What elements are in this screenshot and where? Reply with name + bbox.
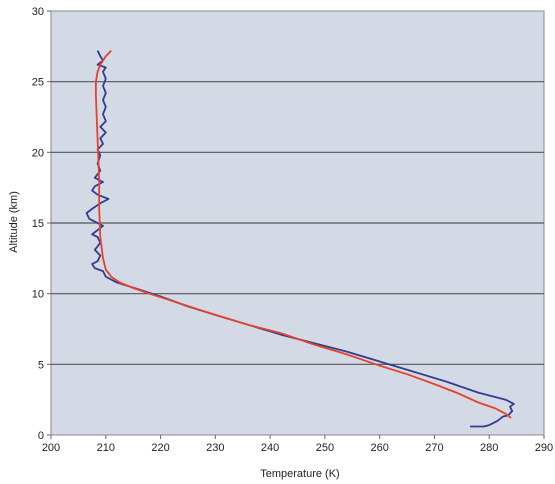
y-tick-label-25: 25 (32, 77, 44, 89)
x-tick-label-280: 280 (480, 442, 498, 454)
data-series (85, 49, 515, 428)
y-tick-label-0: 0 (38, 430, 44, 442)
series-line-measured (85, 50, 515, 428)
x-tick-label-220: 220 (151, 442, 169, 454)
y-tick-label-10: 10 (32, 289, 44, 301)
x-tick-label-270: 270 (425, 442, 443, 454)
y-tick-label-5: 5 (38, 359, 44, 371)
series-line-model (95, 49, 512, 419)
y-tick-label-30: 30 (32, 6, 44, 18)
x-tick-label-200: 200 (42, 442, 60, 454)
y-axis-label: Altitude (km) (8, 191, 20, 253)
x-tick-label-250: 250 (316, 442, 334, 454)
x-axis-label: Temperature (K) (260, 468, 339, 480)
y-tick-label-15: 15 (32, 218, 44, 230)
x-tick-label-260: 260 (370, 442, 388, 454)
x-tick-label-210: 210 (97, 442, 115, 454)
y-tick-label-20: 20 (32, 147, 44, 159)
grid-lines (51, 81, 544, 365)
x-tick-label-290: 290 (535, 442, 553, 454)
tick-labels: 200 210 220 230 240 250 260 270 280 290 0 5 10 15 20 25… (32, 6, 553, 454)
x-tick-label-240: 240 (261, 442, 279, 454)
x-tick-label-230: 230 (206, 442, 224, 454)
